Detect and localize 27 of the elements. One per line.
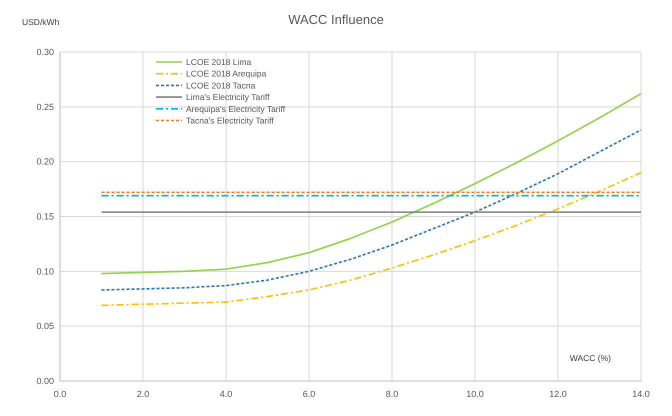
legend-label: Lima's Electricity Tariff (186, 92, 270, 102)
legend-label: Arequipa's Electricity Tariff (186, 104, 286, 114)
y-tick-label: 0.00 (36, 376, 54, 386)
y-tick-label: 0.20 (36, 156, 54, 167)
legend-label: Tacna's Electricity Tariff (186, 116, 274, 126)
x-tick-label: 6.0 (302, 389, 316, 399)
legend-label: LCOE 2018 Lima (186, 57, 252, 67)
legend-label: LCOE 2018 Arequipa (186, 68, 267, 79)
line-series (100, 172, 642, 306)
line-series (100, 129, 642, 291)
y-axis-title: USD/kWh (22, 17, 60, 27)
y-tick-label: 0.25 (36, 102, 54, 112)
chart-title: WACC Influence (288, 12, 384, 27)
x-tick-label: 12.0 (549, 389, 567, 399)
legend-label: LCOE 2018 Tacna (186, 80, 256, 90)
x-axis-title: WACC (%) (570, 353, 612, 363)
x-tick-label: 14.0 (632, 389, 650, 399)
y-tick-label: 0.30 (36, 47, 54, 57)
y-tick-label: 0.05 (36, 321, 54, 332)
y-tick-label: 0.10 (36, 266, 54, 276)
line-series (100, 92, 642, 274)
x-tick-label: 8.0 (386, 389, 398, 399)
x-tick-label: 4.0 (220, 389, 232, 399)
y-tick-label: 0.15 (36, 212, 54, 222)
x-tick-label: 2.0 (136, 389, 150, 399)
x-tick-label: 10.0 (466, 389, 484, 399)
x-tick-label: 0.0 (54, 389, 66, 399)
